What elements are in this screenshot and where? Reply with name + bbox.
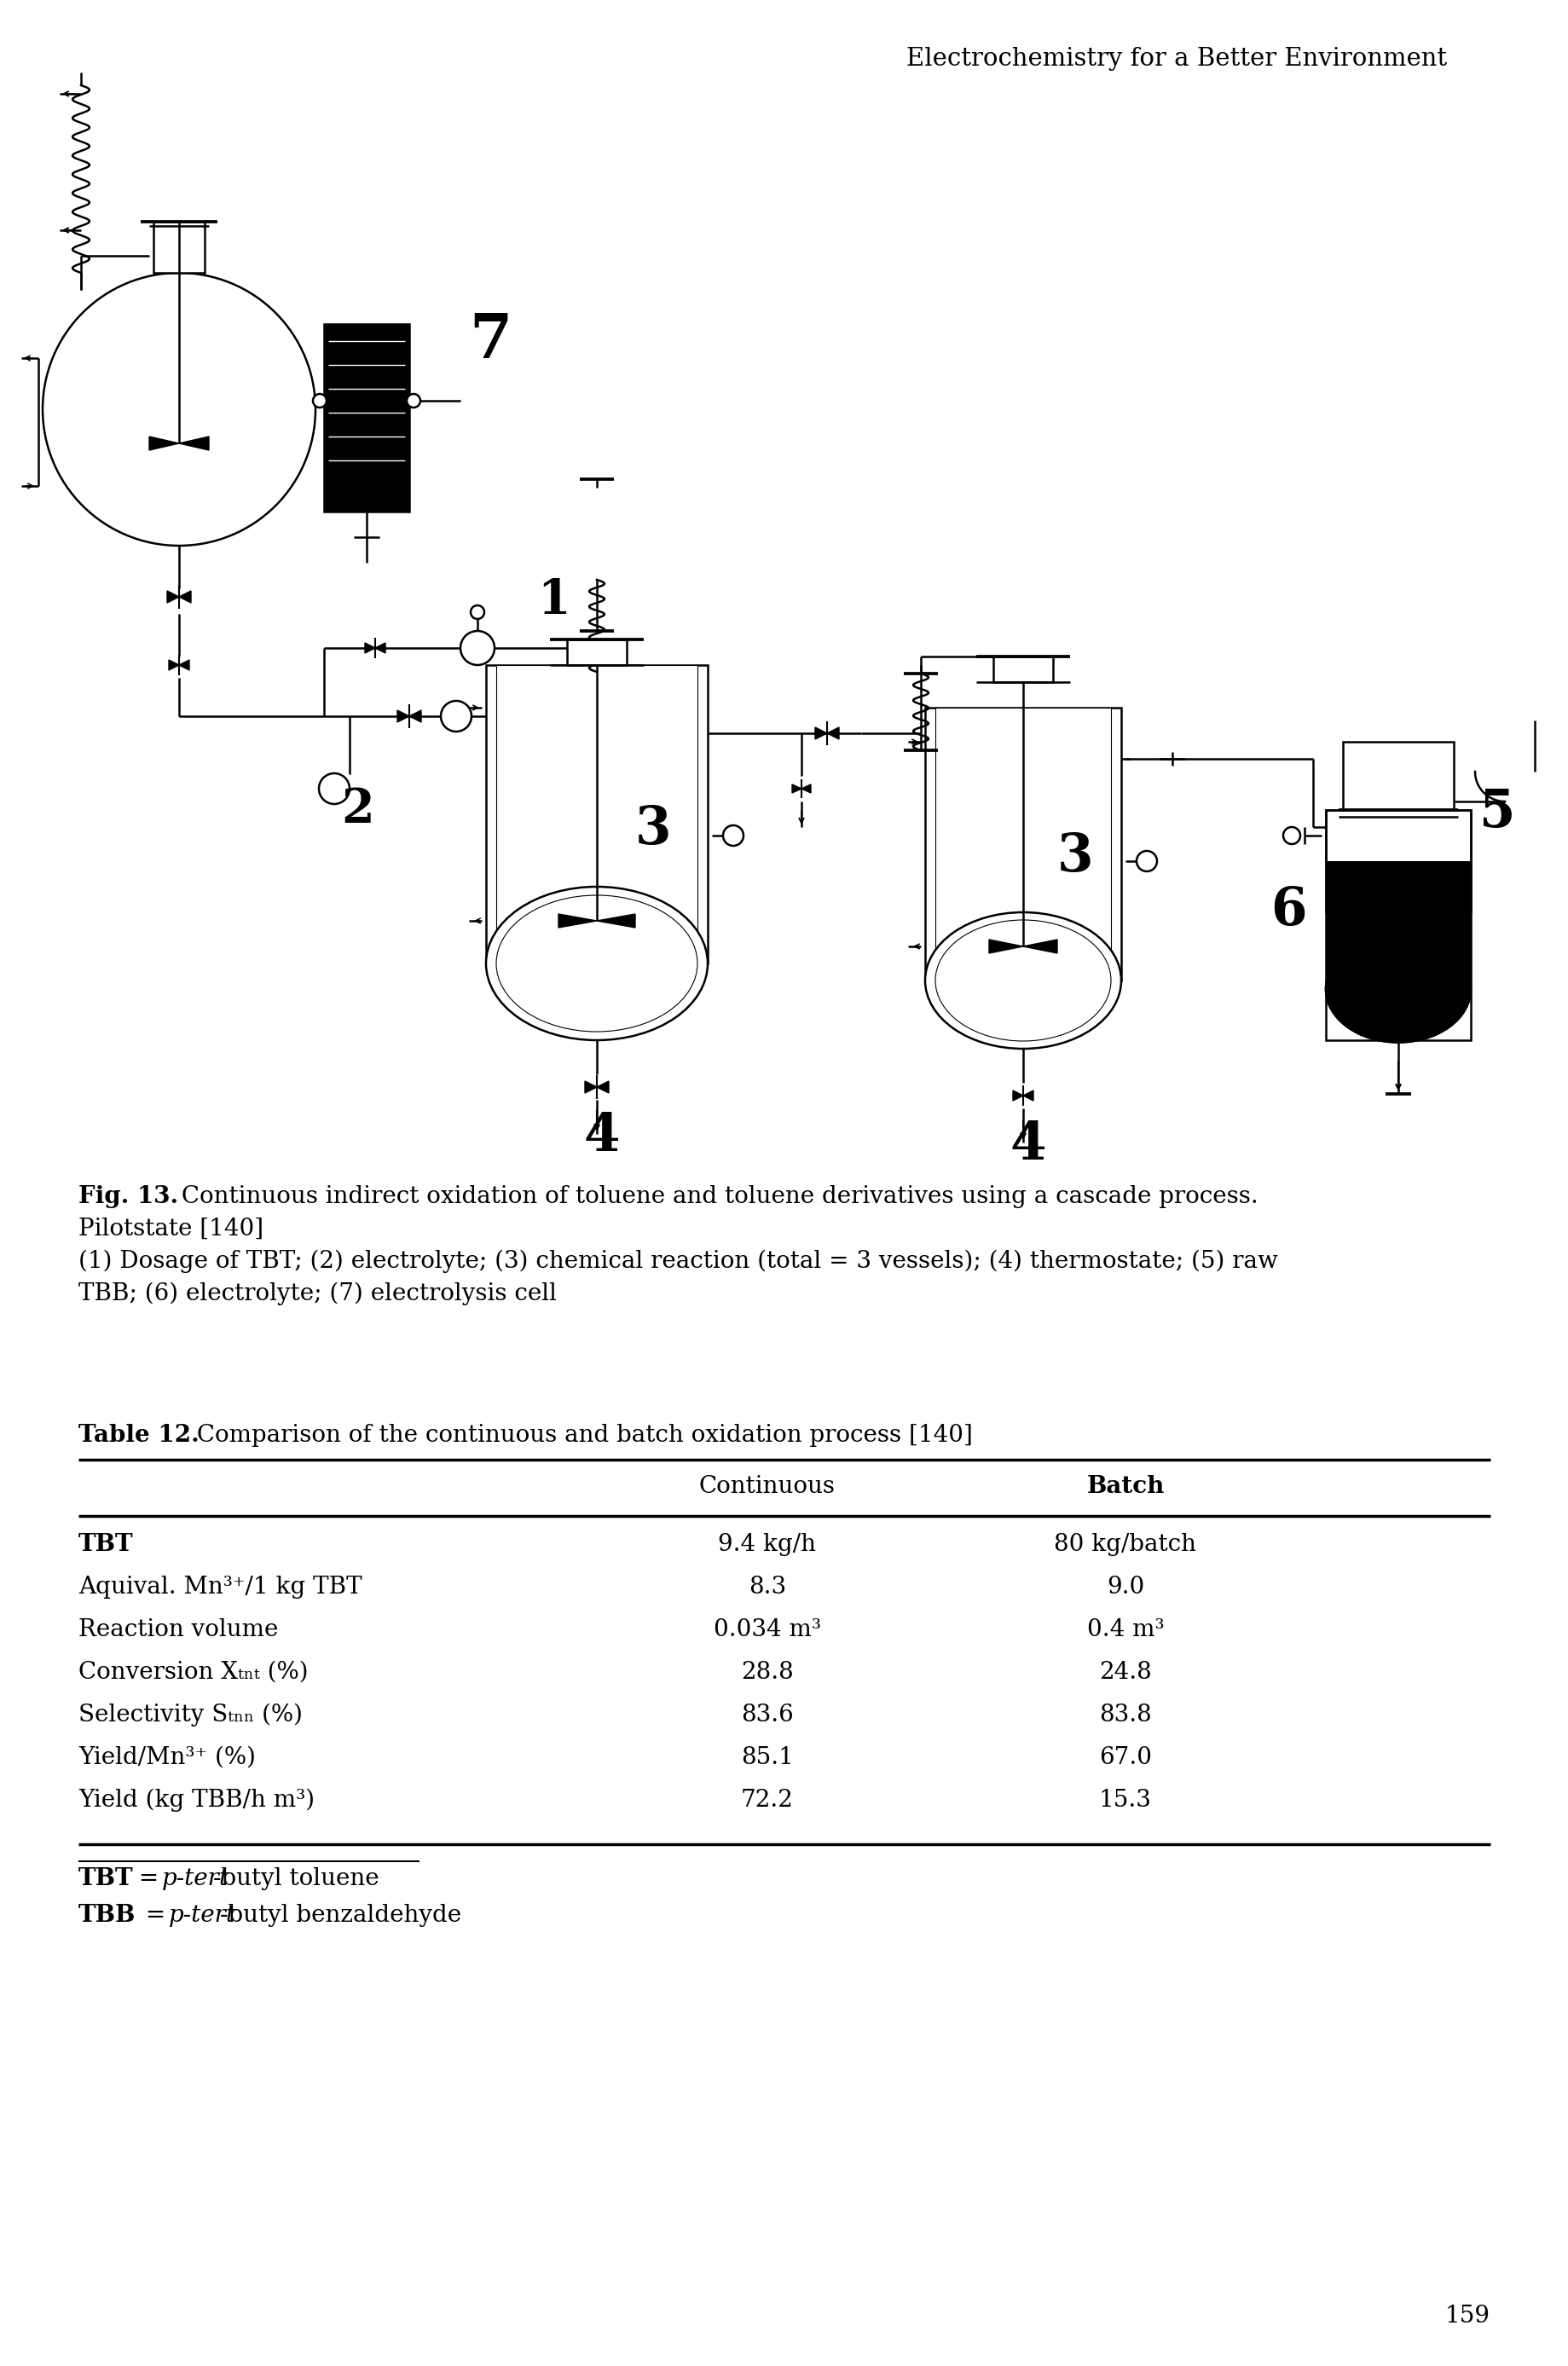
Bar — [495, 665, 698, 963]
Circle shape — [318, 774, 350, 804]
Text: 0.4 m³: 0.4 m³ — [1087, 1618, 1163, 1642]
Text: Aquival. Mn³⁺/1 kg TBT: Aquival. Mn³⁺/1 kg TBT — [78, 1576, 362, 1599]
Polygon shape — [168, 592, 179, 603]
Text: 3: 3 — [635, 804, 671, 854]
Text: =: = — [138, 1905, 172, 1926]
Text: 83.8: 83.8 — [1099, 1704, 1151, 1727]
Text: 6: 6 — [1270, 885, 1306, 937]
Polygon shape — [179, 660, 190, 670]
Polygon shape — [801, 786, 811, 793]
Bar — [566, 639, 626, 665]
Bar — [154, 222, 204, 272]
Text: Continuous indirect oxidation of toluene and toluene derivatives using a cascade: Continuous indirect oxidation of toluene… — [174, 1185, 1258, 1209]
Polygon shape — [558, 913, 596, 927]
Text: Electrochemistry for a Better Environment: Electrochemistry for a Better Environmen… — [906, 47, 1446, 71]
Text: p-tert: p-tert — [169, 1905, 237, 1926]
Text: 24.8: 24.8 — [1099, 1661, 1151, 1685]
Text: Table 12.: Table 12. — [78, 1424, 199, 1448]
Text: Batch: Batch — [1087, 1474, 1163, 1498]
Text: 80 kg/batch: 80 kg/batch — [1054, 1533, 1196, 1557]
Text: Comparison of the continuous and batch oxidation process [140]: Comparison of the continuous and batch o… — [190, 1424, 972, 1448]
Ellipse shape — [486, 887, 707, 1041]
Bar — [935, 707, 1110, 980]
Ellipse shape — [495, 894, 698, 1032]
Polygon shape — [585, 1081, 596, 1093]
Text: Reaction volume: Reaction volume — [78, 1618, 278, 1642]
Polygon shape — [596, 913, 635, 927]
Polygon shape — [149, 438, 179, 450]
Text: 1: 1 — [536, 577, 569, 625]
Text: 15.3: 15.3 — [1099, 1789, 1151, 1812]
Polygon shape — [988, 939, 1022, 953]
Polygon shape — [596, 1081, 608, 1093]
Text: 72.2: 72.2 — [740, 1789, 793, 1812]
Circle shape — [723, 826, 743, 845]
Polygon shape — [1022, 1091, 1033, 1100]
Bar — [325, 324, 409, 511]
Circle shape — [459, 632, 494, 665]
Text: 3: 3 — [1057, 830, 1093, 883]
Text: 8.3: 8.3 — [748, 1576, 786, 1599]
Text: TBT: TBT — [78, 1867, 133, 1890]
Text: 9.0: 9.0 — [1105, 1576, 1143, 1599]
Text: 159: 159 — [1444, 2304, 1490, 2328]
Text: TBB; (6) electrolyte; (7) electrolysis cell: TBB; (6) electrolyte; (7) electrolysis c… — [78, 1282, 557, 1306]
Text: 5: 5 — [1479, 788, 1515, 838]
Circle shape — [406, 393, 420, 407]
Text: Selectivity Sₜₙₙ (%): Selectivity Sₜₙₙ (%) — [78, 1704, 303, 1727]
Polygon shape — [397, 710, 409, 722]
Polygon shape — [792, 786, 801, 793]
Text: Fig. 13.: Fig. 13. — [78, 1185, 179, 1209]
Polygon shape — [815, 726, 826, 738]
Bar — [1342, 743, 1454, 809]
Polygon shape — [1013, 1091, 1022, 1100]
Circle shape — [42, 272, 315, 547]
Text: Pilotstate [140]: Pilotstate [140] — [78, 1218, 263, 1240]
Polygon shape — [365, 644, 375, 653]
Text: 0.034 m³: 0.034 m³ — [713, 1618, 820, 1642]
Circle shape — [1283, 828, 1300, 845]
Text: -butyl toluene: -butyl toluene — [213, 1867, 379, 1890]
Polygon shape — [169, 660, 179, 670]
Text: 85.1: 85.1 — [740, 1746, 793, 1770]
Bar — [993, 655, 1052, 681]
Text: 4: 4 — [583, 1112, 619, 1162]
Circle shape — [470, 606, 485, 620]
Text: 67.0: 67.0 — [1099, 1746, 1151, 1770]
Text: Continuous: Continuous — [699, 1474, 836, 1498]
Text: 83.6: 83.6 — [740, 1704, 793, 1727]
Text: -butyl benzaldehyde: -butyl benzaldehyde — [220, 1905, 461, 1926]
Bar — [1325, 809, 1471, 1041]
Polygon shape — [826, 726, 839, 738]
Polygon shape — [409, 710, 420, 722]
Bar — [486, 665, 707, 963]
Ellipse shape — [925, 913, 1121, 1048]
Text: p-tert: p-tert — [162, 1867, 229, 1890]
Polygon shape — [375, 644, 386, 653]
Text: 28.8: 28.8 — [740, 1661, 793, 1685]
Text: TBT: TBT — [78, 1533, 133, 1557]
Text: 7: 7 — [469, 310, 511, 371]
Ellipse shape — [1325, 935, 1471, 1043]
Circle shape — [312, 393, 326, 407]
Bar — [1325, 809, 1471, 913]
Text: =: = — [132, 1867, 166, 1890]
Ellipse shape — [935, 920, 1110, 1041]
Circle shape — [441, 700, 472, 731]
Polygon shape — [179, 438, 209, 450]
Text: 4: 4 — [1010, 1119, 1046, 1171]
Circle shape — [1135, 852, 1157, 871]
Text: (1) Dosage of TBT; (2) electrolyte; (3) chemical reaction (total = 3 vessels); (: (1) Dosage of TBT; (2) electrolyte; (3) … — [78, 1249, 1278, 1273]
Text: 9.4 kg/h: 9.4 kg/h — [718, 1533, 815, 1557]
Text: Yield/Mn³⁺ (%): Yield/Mn³⁺ (%) — [78, 1746, 256, 1770]
Bar — [925, 707, 1121, 980]
Text: Conversion Xₜₙₜ (%): Conversion Xₜₙₜ (%) — [78, 1661, 309, 1685]
Polygon shape — [179, 592, 191, 603]
Text: 2: 2 — [340, 786, 373, 833]
Text: TBB: TBB — [78, 1905, 136, 1926]
Bar — [1325, 861, 1471, 989]
Text: Yield (kg TBB/h m³): Yield (kg TBB/h m³) — [78, 1789, 315, 1812]
Polygon shape — [1022, 939, 1057, 953]
